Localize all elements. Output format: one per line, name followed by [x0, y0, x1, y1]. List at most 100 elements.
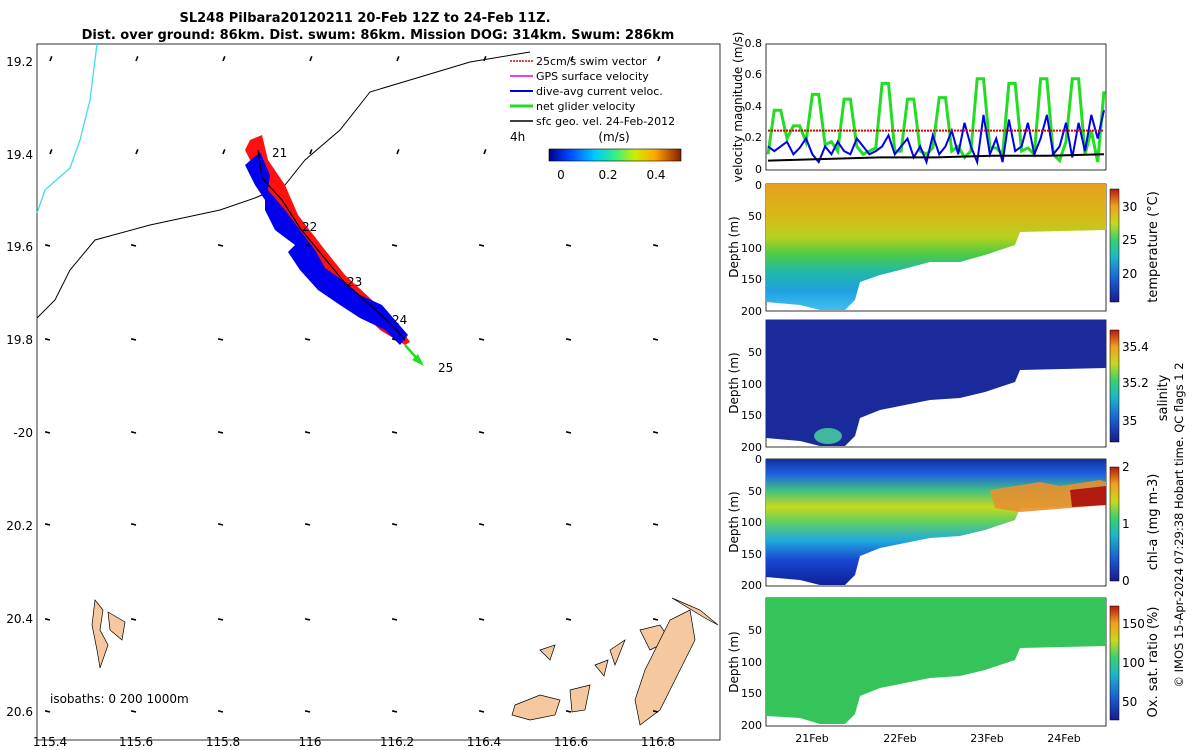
chl-peak: [1070, 486, 1106, 507]
geo-arrow: [565, 244, 572, 247]
chl-cbar-tick: 0: [1122, 574, 1130, 588]
sal-yaxis: 50 100 150 200: [741, 346, 762, 454]
geo-arrow: [130, 338, 137, 341]
island-se-2: [569, 684, 591, 713]
velocity-ylabel: velocity magnitude (m/s): [731, 32, 745, 183]
vel-ytick: 0: [755, 163, 762, 176]
geo-arrow: [49, 56, 53, 62]
sal-cbar-tick: 35.4: [1122, 340, 1149, 354]
ox-ytick: 200: [741, 719, 762, 732]
lon-tick: 116.8: [641, 735, 675, 749]
sal-cbar-tick: 35.2: [1122, 376, 1149, 390]
lon-tick: 115.6: [119, 735, 153, 749]
temp-ytick: 50: [748, 210, 762, 223]
chl-cbar-label: chl-a (mg m-3): [1146, 474, 1161, 571]
ox-ytick: 50: [748, 624, 762, 637]
temp-cbar-tick: 25: [1122, 233, 1137, 247]
geo-arrow: [44, 338, 51, 341]
series-line: [767, 153, 1105, 162]
title-line2: Dist. over ground: 86km. Dist. swum: 86k…: [82, 28, 675, 43]
temp-cbar-tick: 20: [1122, 267, 1137, 281]
geo-arrow: [130, 710, 137, 713]
day-label-24: 24: [392, 313, 407, 327]
chl-yaxis: 0 50 100 150 200: [741, 453, 762, 592]
geo-arrow: [391, 338, 398, 341]
ox-cbar-label: Ox. sat. ratio (%): [1146, 607, 1161, 718]
velocity-series: [766, 77, 1106, 167]
time-tick: 24Feb: [1047, 732, 1080, 745]
lat-tick: 19.4: [6, 148, 33, 162]
geo-arrow: [396, 149, 400, 155]
geo-arrow: [478, 523, 485, 526]
lon-tick: 115.4: [33, 735, 67, 749]
geo-arrow: [44, 523, 51, 526]
oxygen-panel: 50 100 150 200 Depth (m) 50 100 150 Ox. …: [727, 597, 1161, 745]
time-tick: 21Feb: [795, 732, 828, 745]
temp-ytick: 200: [741, 305, 762, 318]
ox-ylabel: Depth (m): [727, 631, 741, 692]
island-se-1: [511, 694, 561, 721]
sal-field: [766, 320, 1106, 446]
day-label-25: 25: [438, 361, 453, 375]
lon-tick: 116: [299, 735, 322, 749]
lat-tick: 20.4: [6, 612, 33, 626]
geo-arrow: [478, 710, 485, 713]
chl-ytick: 50: [748, 485, 762, 498]
sal-cbar-tick: 35: [1122, 414, 1137, 428]
net-velocity-arrowhead: [412, 354, 424, 366]
legend-sfc: sfc geo. vel. 24-Feb-2012: [536, 115, 675, 128]
chl-cbar-tick: 1: [1122, 517, 1130, 531]
geo-arrow: [570, 56, 574, 62]
island-west-2: [107, 611, 126, 641]
chl-ytick: 200: [741, 579, 762, 592]
geo-arrow: [565, 338, 572, 341]
velocity-panel: 0 0.2 0.4 0.6 0.8 velocity magnitude (m/…: [731, 32, 1107, 183]
temp-colorbar: [1109, 188, 1120, 303]
ox-cbar-ticks: 50 100 150: [1122, 617, 1145, 709]
geo-arrow: [304, 431, 311, 434]
chla-panel: 0 50 100 150 200 Depth (m) 0 1 2 chl-a (…: [727, 453, 1161, 592]
cyan-coastline: [36, 43, 98, 214]
series-line: [767, 109, 1105, 167]
legend-swim: 25cm/s swim vector: [536, 55, 647, 68]
time-tick: 23Feb: [970, 732, 1003, 745]
geo-arrow: [657, 56, 661, 62]
geo-arrow: [217, 244, 224, 247]
island-se-7: [594, 659, 609, 677]
glider-path: [257, 149, 406, 341]
island-se-3: [609, 639, 626, 667]
geo-arrow: [222, 149, 226, 155]
chl-cbar-tick: 2: [1122, 460, 1130, 474]
temp-cbar-tick: 30: [1122, 200, 1137, 214]
geo-arrow: [44, 431, 51, 434]
geo-arrow: [304, 523, 311, 526]
geo-arrow: [391, 618, 398, 621]
legend-4h: 4h: [510, 130, 525, 144]
ox-cbar-tick: 50: [1122, 695, 1137, 709]
ox-cbar-tick: 100: [1122, 656, 1145, 670]
lat-axis: 19.2 19.4 19.6 19.8 -20 20.2 20.4 20.6: [6, 55, 33, 719]
temp-ytick: 150: [741, 273, 762, 286]
time-axis: 21Feb 22Feb 23Feb 24Feb: [795, 732, 1080, 745]
island-se-5: [634, 609, 696, 726]
temperature-panel: 0 50 100 150 200 Depth (m) 20 25 30 temp…: [727, 179, 1161, 318]
footer-credit: © IMOS 15-Apr-2024 07:29:38 Hobart time.…: [1172, 362, 1186, 687]
sal-colorbar: [1109, 329, 1120, 443]
island-se-6: [671, 597, 719, 626]
chl-colorbar: [1109, 466, 1120, 582]
vel-ytick: 0.8: [745, 37, 763, 50]
lon-tick: 116.6: [554, 735, 588, 749]
geo-arrow: [478, 338, 485, 341]
geo-arrow: [44, 618, 51, 621]
vel-ytick: 0.6: [745, 68, 763, 81]
salinity-panel: 50 100 150 200 Depth (m) 35 35.2 35.4 sa…: [727, 319, 1171, 454]
geo-arrow: [391, 523, 398, 526]
temp-yaxis: 0 50 100 150 200: [741, 179, 762, 318]
geo-arrow: [44, 244, 51, 247]
day-label-21: 21: [272, 146, 287, 160]
geo-arrow: [391, 431, 398, 434]
title-line1: SL248 Pilbara20120211 20-Feb 12Z to 24-F…: [179, 11, 550, 26]
day-label-23: 23: [347, 275, 362, 289]
legend-current: dive-avg current veloc.: [536, 85, 663, 98]
